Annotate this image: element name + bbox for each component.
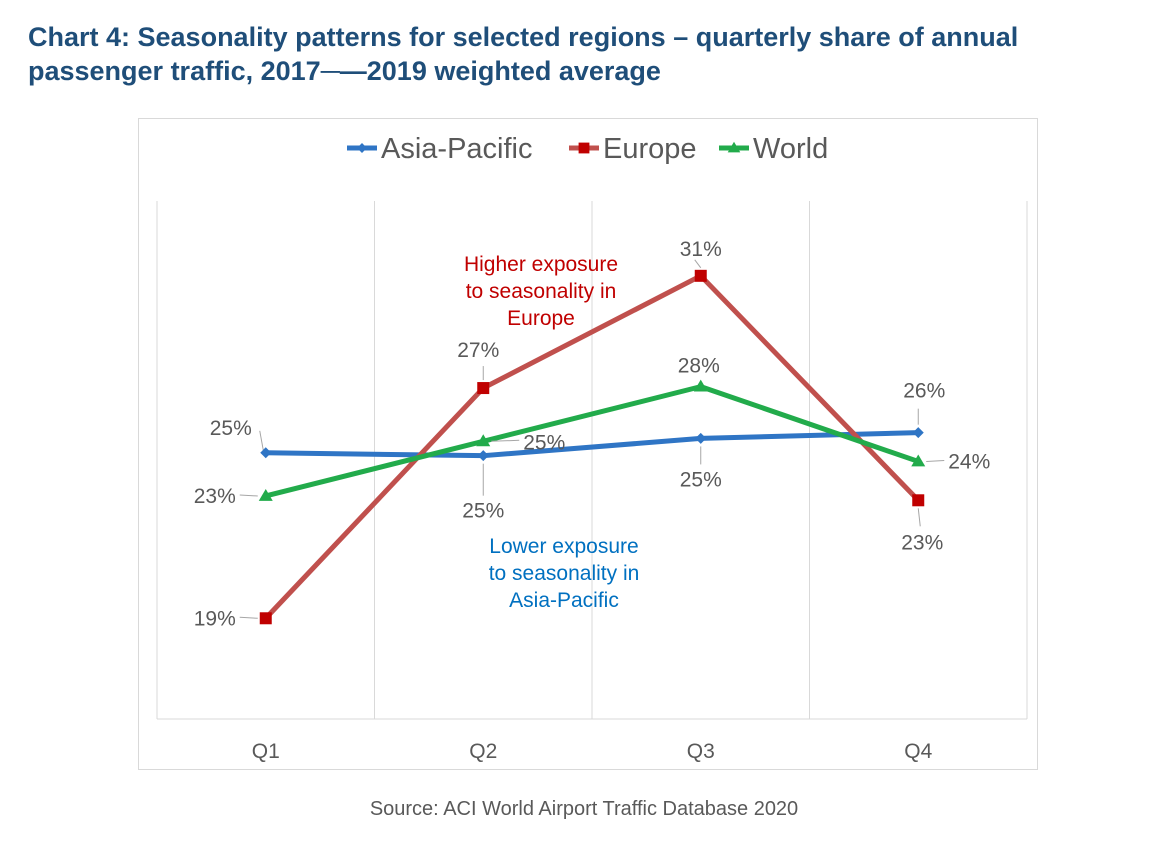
legend-label-2: Europe bbox=[603, 133, 697, 165]
series-line-europe bbox=[263, 273, 921, 620]
legend-marker-2 bbox=[578, 142, 590, 154]
data-point-triangle bbox=[258, 488, 273, 501]
data-label: 19% bbox=[194, 607, 236, 630]
legend-marker-3 bbox=[727, 141, 741, 153]
data-point-square bbox=[477, 382, 490, 395]
data-point-diamond bbox=[477, 450, 489, 462]
legend-label-3: World bbox=[753, 133, 828, 165]
data-label: 25% bbox=[462, 500, 504, 523]
x-tick-label: Q2 bbox=[469, 740, 497, 763]
data-point-triangle bbox=[476, 434, 491, 447]
data-label: 25% bbox=[523, 431, 565, 454]
data-label: 25% bbox=[210, 417, 252, 440]
annotation-europe-line: to seasonality in bbox=[466, 280, 617, 303]
data-point-triangle bbox=[693, 379, 708, 392]
leader-line bbox=[239, 616, 258, 619]
legend-marker-1 bbox=[357, 143, 367, 153]
chart-area: Q1 Q2 Q3 Q4 Asia-Pacific Europe World 25% 25% 25%… bbox=[138, 118, 1038, 770]
leader-line bbox=[491, 439, 520, 442]
line-chart: Q1 Q2 Q3 Q4 Asia-Pacific Europe World 25% 25% 25%… bbox=[156, 133, 1028, 763]
series-line-asia-pacific bbox=[265, 430, 919, 459]
data-label: 27% bbox=[457, 339, 499, 362]
legend-label-1: Asia-Pacific bbox=[381, 133, 533, 165]
leader-line bbox=[239, 494, 258, 497]
x-tick-label: Q3 bbox=[687, 740, 715, 763]
leader-line bbox=[259, 430, 265, 453]
data-label: 28% bbox=[678, 355, 720, 378]
x-tick-label: Q1 bbox=[252, 740, 280, 763]
x-tick-label: Q4 bbox=[904, 740, 932, 763]
annotation-europe-line: Europe bbox=[507, 307, 575, 330]
data-label: 25% bbox=[680, 468, 722, 491]
leader-line bbox=[694, 259, 702, 269]
leader-line bbox=[917, 508, 921, 527]
data-point-diamond bbox=[912, 427, 924, 439]
data-label: 23% bbox=[901, 531, 943, 554]
leader-line bbox=[926, 459, 945, 462]
annotation-asia-pacific-line: Lower exposure bbox=[489, 535, 638, 558]
series-line-world bbox=[265, 384, 920, 499]
data-point-square bbox=[259, 612, 272, 625]
data-label: 26% bbox=[903, 380, 945, 403]
data-point-square bbox=[694, 269, 707, 282]
data-point-diamond bbox=[695, 432, 707, 444]
annotation-asia-pacific-line: Asia-Pacific bbox=[509, 589, 619, 612]
data-point-diamond bbox=[260, 447, 272, 459]
data-label: 23% bbox=[194, 485, 236, 508]
data-label: 24% bbox=[948, 450, 990, 473]
data-point-triangle bbox=[911, 454, 926, 467]
data-point-square bbox=[912, 494, 925, 507]
source-note: Source: ACI World Airport Traffic Databa… bbox=[369, 798, 799, 820]
data-label: 31% bbox=[680, 238, 722, 261]
annotation-asia-pacific-line: to seasonality in bbox=[489, 562, 640, 585]
annotation-europe-line: Higher exposure bbox=[464, 253, 618, 276]
chart-title: Chart 4: Seasonality patterns for select… bbox=[28, 22, 1019, 86]
